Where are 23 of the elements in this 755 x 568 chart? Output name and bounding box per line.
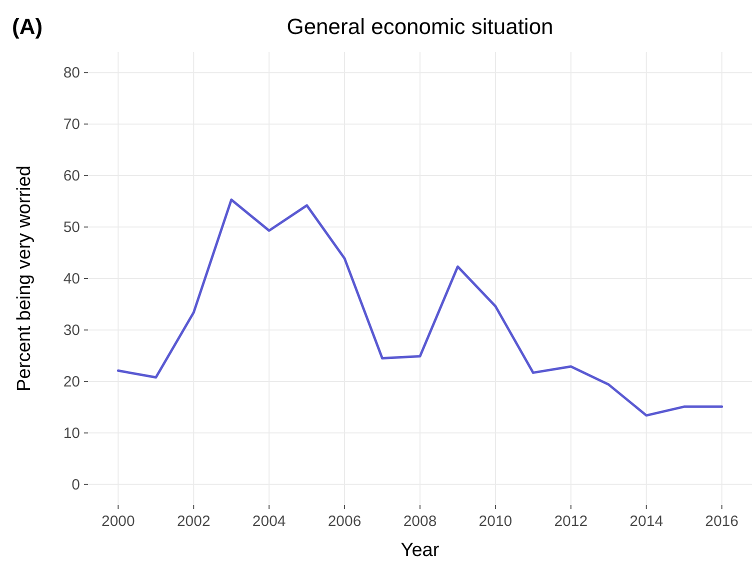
x-tick-label: 2008 bbox=[403, 513, 437, 530]
x-tick-label: 2012 bbox=[554, 513, 588, 530]
y-tick-label: 30 bbox=[63, 322, 80, 339]
x-tick-label: 2000 bbox=[101, 513, 135, 530]
y-tick-label: 40 bbox=[63, 270, 80, 288]
text: (A) bbox=[12, 14, 43, 39]
x-axis-title: Year bbox=[400, 540, 440, 561]
x-tick-label: 2016 bbox=[705, 513, 739, 530]
x-tick-label: 2006 bbox=[328, 513, 362, 530]
y-tick-label: 0 bbox=[72, 476, 80, 494]
x-tick-label: 2010 bbox=[478, 513, 512, 530]
y-tick-label: 50 bbox=[63, 219, 80, 236]
y-tick-label: 80 bbox=[63, 64, 80, 82]
y-tick-label: 70 bbox=[63, 116, 80, 134]
y-tick-label: 20 bbox=[63, 373, 80, 390]
chart-title: General economic situation bbox=[286, 14, 554, 39]
y-tick-label: 60 bbox=[63, 168, 80, 185]
y-tick-label: 10 bbox=[63, 424, 80, 442]
x-tick-label: 2002 bbox=[176, 513, 210, 530]
x-tick-label: 2004 bbox=[252, 513, 286, 530]
x-tick-label: 2014 bbox=[630, 513, 664, 530]
line-series bbox=[116, 198, 724, 417]
y-axis-title: Percent being very worried bbox=[14, 166, 35, 392]
